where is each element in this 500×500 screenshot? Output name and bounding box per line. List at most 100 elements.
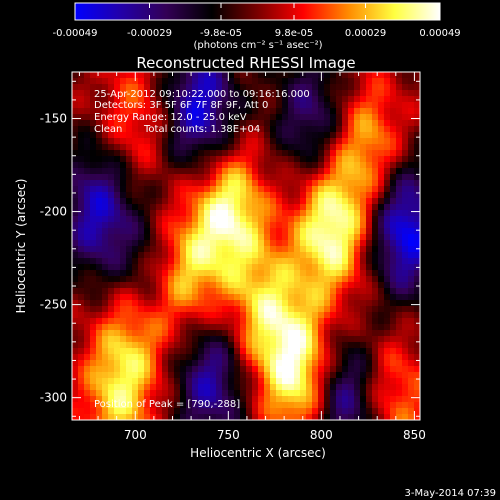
heatmap-cell [108,186,115,193]
heatmap-cell [228,150,235,157]
heatmap-cell [312,168,319,175]
heatmap-cell [222,186,229,193]
heatmap-cell [390,72,397,79]
heatmap-cell [312,114,319,121]
heatmap-cell [138,294,145,301]
heatmap-cell [366,384,373,391]
heatmap-cell [96,96,103,103]
heatmap-cell [294,138,301,145]
heatmap-cell [318,330,325,337]
heatmap-cell [156,294,163,301]
heatmap-cell [234,90,241,97]
heatmap-cell [156,192,163,199]
heatmap-cell [264,378,271,385]
heatmap-cell [138,270,145,277]
heatmap-cell [204,90,211,97]
heatmap-cell [108,282,115,289]
heatmap-cell [360,354,367,361]
heatmap-cell [234,294,241,301]
heatmap-cell [108,84,115,91]
heatmap-cell [246,342,253,349]
heatmap-cell [384,186,391,193]
heatmap-cell [180,270,187,277]
heatmap-cell [192,126,199,133]
heatmap-cell [282,294,289,301]
heatmap-cell [258,84,265,91]
heatmap-cell [288,258,295,265]
heatmap-cell [162,276,169,283]
heatmap-cell [384,162,391,169]
heatmap-cell [300,222,307,229]
heatmap-cell [114,288,121,295]
heatmap-cell [84,138,91,145]
heatmap-cell [264,126,271,133]
heatmap-cell [186,156,193,163]
heatmap-cell [330,324,337,331]
heatmap-cell [408,366,415,373]
heatmap-cell [240,210,247,217]
heatmap-cell [90,270,97,277]
heatmap-cell [192,216,199,223]
heatmap-cell [198,378,205,385]
heatmap-cell [414,372,420,379]
heatmap-cell [96,300,103,307]
heatmap-cell [126,330,133,337]
heatmap-cell [234,156,241,163]
heatmap-cell [276,228,283,235]
heatmap-cell [324,306,331,313]
heatmap-cell [342,318,349,325]
heatmap-cell [198,96,205,103]
heatmap-cell [402,144,409,151]
heatmap-cell [372,186,379,193]
heatmap-cell [378,78,385,85]
heatmap-cell [276,114,283,121]
heatmap-cell [396,162,403,169]
heatmap-cell [78,162,85,169]
heatmap-cell [228,372,235,379]
heatmap-cell [276,186,283,193]
heatmap-cell [378,216,385,223]
heatmap-cell [366,300,373,307]
heatmap-cell [402,222,409,229]
heatmap-cell [300,108,307,115]
heatmap-cell [330,342,337,349]
heatmap-cell [408,306,415,313]
heatmap-cell [174,354,181,361]
heatmap-cell [138,390,145,397]
heatmap-cell [300,366,307,373]
heatmap-cell [270,126,277,133]
heatmap-cell [90,168,97,175]
heatmap-cell [282,192,289,199]
heatmap-cell [216,354,223,361]
heatmap-cell [222,384,229,391]
heatmap-cell [126,366,133,373]
heatmap-cell [108,174,115,181]
heatmap-cell [390,84,397,91]
heatmap-cell [294,336,301,343]
heatmap-cell [252,72,259,79]
heatmap-cell [312,102,319,109]
heatmap-cell [108,150,115,157]
heatmap-cell [228,210,235,217]
heatmap-cell [180,258,187,265]
heatmap-cell [312,78,319,85]
heatmap-cell [114,72,121,79]
heatmap-cell [96,162,103,169]
heatmap-cell [294,96,301,103]
heatmap-cell [258,258,265,265]
heatmap-cell [126,258,133,265]
heatmap-cell [348,192,355,199]
heatmap-cell [270,150,277,157]
heatmap-cell [342,414,349,420]
heatmap-cell [174,78,181,85]
heatmap-cell [366,408,373,415]
heatmap-cell [222,252,229,259]
heatmap-cell [372,174,379,181]
heatmap-cell [378,240,385,247]
heatmap-cell [84,90,91,97]
heatmap-cell [264,318,271,325]
heatmap-cell [156,390,163,397]
heatmap-cell [174,378,181,385]
heatmap-cell [240,348,247,355]
heatmap-cell [402,414,409,420]
